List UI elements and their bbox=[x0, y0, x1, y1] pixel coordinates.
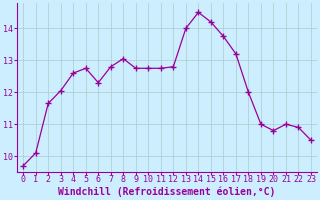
X-axis label: Windchill (Refroidissement éolien,°C): Windchill (Refroidissement éolien,°C) bbox=[58, 187, 276, 197]
